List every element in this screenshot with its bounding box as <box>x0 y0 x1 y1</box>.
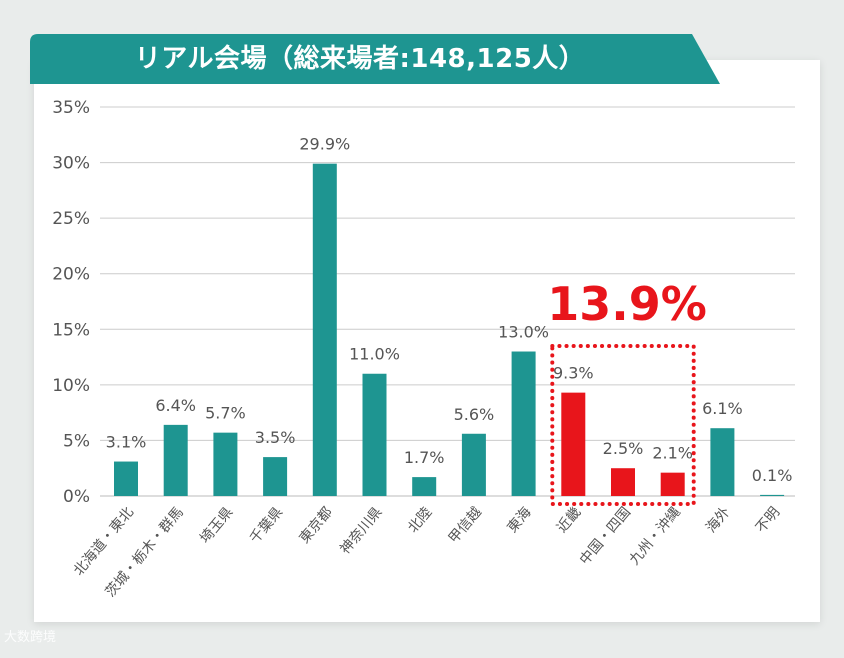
y-tick-label: 35% <box>52 98 90 118</box>
chart-card <box>34 60 820 622</box>
data-label: 6.4% <box>155 396 196 415</box>
data-label: 2.5% <box>603 439 644 458</box>
highlight-total-label: 13.9% <box>547 277 707 331</box>
category-label: 不明 <box>753 504 783 536</box>
bar <box>710 428 735 496</box>
y-tick-label: 10% <box>52 376 90 396</box>
watermark-text: 大数跨境 <box>4 630 57 645</box>
bar <box>114 461 138 496</box>
category-label: 九州・沖縄 <box>627 504 684 568</box>
bar <box>561 392 586 496</box>
bar <box>163 424 188 496</box>
highlight-box <box>550 344 696 506</box>
data-label: 0.1% <box>752 466 793 485</box>
y-tick-label: 15% <box>52 320 90 340</box>
data-label: 6.1% <box>702 399 743 418</box>
bar <box>660 472 685 496</box>
data-label: 1.7% <box>404 448 445 467</box>
data-label: 2.1% <box>652 444 693 463</box>
bar <box>760 494 785 496</box>
category-label: 近畿 <box>554 504 584 536</box>
y-tick-label: 30% <box>52 154 90 174</box>
watermark: 大数跨境 <box>4 626 56 645</box>
data-label: 11.0% <box>349 345 400 364</box>
y-tick-label: 0% <box>63 487 90 507</box>
bar <box>611 468 635 496</box>
data-label: 3.5% <box>255 428 296 447</box>
data-label: 13.0% <box>498 323 549 342</box>
bar <box>312 163 337 496</box>
bar <box>461 433 486 496</box>
category-label: 海外 <box>703 504 733 536</box>
bar <box>362 373 387 496</box>
data-label: 29.9% <box>299 135 350 154</box>
category-label: 埼玉県 <box>197 504 236 546</box>
data-label: 5.6% <box>454 405 495 424</box>
category-label: 東海 <box>504 504 534 536</box>
category-label: 千葉県 <box>247 504 286 546</box>
data-label: 3.1% <box>106 433 147 452</box>
category-label: 神奈川県 <box>337 504 385 557</box>
category-label: 中国・四国 <box>577 504 634 568</box>
bar <box>511 351 536 496</box>
y-tick-label: 20% <box>52 265 90 285</box>
category-label: 甲信越 <box>446 504 485 546</box>
category-label: 北陸 <box>405 504 435 536</box>
chart-header: リアル会場（総来場者:148,125人） <box>30 34 720 84</box>
y-tick-label: 25% <box>52 209 90 229</box>
bar <box>263 457 288 496</box>
data-label: 9.3% <box>553 364 594 383</box>
category-label: 東京都 <box>297 504 336 546</box>
header-banner <box>30 34 720 84</box>
bar <box>213 432 238 496</box>
bar <box>412 477 437 496</box>
y-tick-label: 5% <box>63 431 90 451</box>
data-label: 5.7% <box>205 404 246 423</box>
chart-title: リアル会場（総来場者:148,125人） <box>134 44 586 74</box>
